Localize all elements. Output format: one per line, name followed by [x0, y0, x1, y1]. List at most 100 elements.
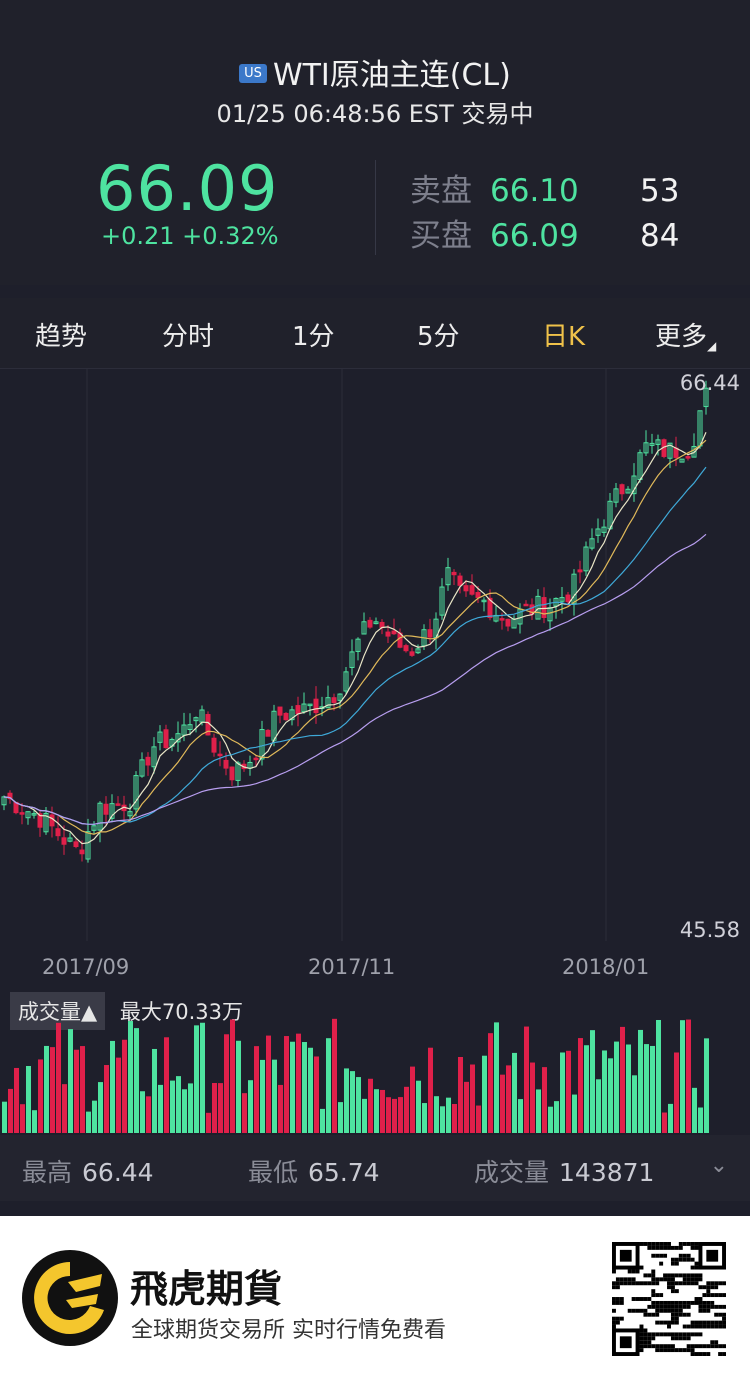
stat-volume: 成交量 143871	[474, 1153, 654, 1189]
candle-body	[655, 439, 661, 445]
candle-body	[313, 698, 319, 714]
stats-bar[interactable]: 最高 66.44 最低 65.74 成交量 143871 ⌄	[0, 1135, 750, 1201]
volume-bar	[146, 1096, 151, 1133]
volume-bar	[122, 1039, 127, 1133]
volume-bar	[674, 1052, 679, 1133]
volume-bar	[182, 1089, 187, 1133]
ma10-line	[3, 439, 707, 835]
volume-bar	[134, 1028, 139, 1133]
ask-label: 卖盘	[410, 173, 472, 209]
volume-bar	[362, 1098, 367, 1133]
volume-bar	[464, 1081, 469, 1133]
quote-header: US WTI原油主连(CL) 01/25 06:48:56 EST 交易中 66.…	[0, 0, 750, 285]
volume-bar	[254, 1046, 259, 1133]
bid-price: 66.09	[490, 218, 579, 254]
volume-bar	[302, 1042, 307, 1133]
candle-body	[79, 849, 85, 855]
volume-max: 最大70.33万	[119, 1000, 243, 1024]
volume-bar	[248, 1080, 253, 1133]
instrument-name: WTI原油主连(CL)	[272, 58, 511, 93]
candle-body	[391, 630, 397, 635]
volume-bar	[284, 1036, 289, 1133]
tab-more[interactable]: 更多◢	[655, 316, 716, 353]
volume-bar	[290, 1041, 295, 1133]
candle-body	[337, 693, 343, 701]
volume-bar	[338, 1102, 343, 1133]
caret-icon: ◢	[707, 339, 717, 353]
candle-body	[277, 706, 283, 716]
volume-bar	[230, 1019, 235, 1133]
candle-body	[457, 575, 463, 586]
candle-body	[187, 724, 193, 730]
volume-bar	[626, 1044, 631, 1133]
candle-body	[301, 703, 307, 713]
volume-bar	[704, 1038, 709, 1133]
tab-1min[interactable]: 1分	[292, 322, 335, 352]
volume-bar	[482, 1055, 487, 1133]
period-tabs: 趋势 分时 1分 5分 日K 更多◢	[0, 298, 750, 369]
volume-bar	[224, 1034, 229, 1133]
candle-body	[631, 475, 637, 495]
candle-body	[331, 697, 337, 703]
tab-daily-k[interactable]: 日K	[542, 322, 586, 352]
volume-bar	[494, 1022, 499, 1133]
volume-bar	[188, 1083, 193, 1133]
candle-body	[1, 796, 7, 806]
volume-bar	[44, 1045, 49, 1133]
candle-body	[289, 709, 295, 721]
qr-code-icon[interactable]	[612, 1242, 726, 1356]
volume-bar	[218, 1083, 223, 1133]
price-change: +0.21 +0.32%	[101, 222, 279, 250]
volume-bar	[638, 1029, 643, 1133]
ma20-line	[3, 466, 707, 825]
volume-bar	[62, 1084, 67, 1133]
candle-body	[409, 651, 415, 656]
volume-bar	[656, 1019, 661, 1133]
candle-body	[427, 629, 433, 638]
kline-chart[interactable]	[0, 369, 750, 941]
volume-bar	[500, 1074, 505, 1133]
tab-5min[interactable]: 5分	[417, 322, 460, 352]
candle-body	[583, 546, 589, 572]
candle-body	[625, 488, 631, 494]
bid-size: 84	[640, 218, 680, 254]
candle-body	[667, 442, 673, 459]
trading-status: 01/25 06:48:56 EST 交易中	[216, 100, 534, 128]
chevron-down-icon[interactable]: ⌄	[709, 1153, 728, 1178]
volume-label: 成交量	[474, 1158, 550, 1187]
low-value: 65.74	[308, 1158, 380, 1187]
tab-trend[interactable]: 趋势	[35, 322, 88, 352]
candle-body	[559, 597, 565, 602]
candle-body	[223, 759, 229, 769]
candle-body	[103, 803, 109, 815]
volume-bar	[512, 1052, 517, 1133]
volume-bar	[128, 1021, 133, 1133]
candle-body	[451, 571, 457, 576]
volume-bar	[566, 1050, 571, 1133]
volume-bar	[50, 1047, 55, 1133]
candle-body	[619, 484, 625, 495]
candle-body	[673, 447, 679, 458]
ask-row: 卖盘 66.10 53	[410, 165, 710, 210]
candle-body	[127, 811, 133, 817]
volume-bar	[194, 1025, 199, 1133]
volume-bar	[386, 1097, 391, 1133]
volume-bar	[26, 1065, 31, 1133]
candle-body	[679, 458, 685, 463]
candle-body	[283, 712, 289, 721]
candle-body	[307, 703, 313, 707]
ma40-line	[3, 533, 707, 825]
tab-intraday[interactable]: 分时	[162, 322, 215, 352]
candle-body	[589, 538, 595, 549]
stat-high: 最高 66.44	[22, 1153, 154, 1189]
volume-bar	[8, 1088, 13, 1133]
volume-bar	[470, 1064, 475, 1133]
volume-value: 143871	[559, 1158, 655, 1187]
volume-bar	[68, 1029, 73, 1133]
candle-body	[685, 456, 691, 459]
volume-indicator-button[interactable]: 成交量▲	[10, 992, 106, 1030]
volume-bar	[698, 1107, 703, 1133]
volume-bar	[560, 1052, 565, 1133]
candle-body	[115, 803, 121, 806]
volume-header: 成交量▲ 最大70.33万	[10, 992, 243, 1030]
